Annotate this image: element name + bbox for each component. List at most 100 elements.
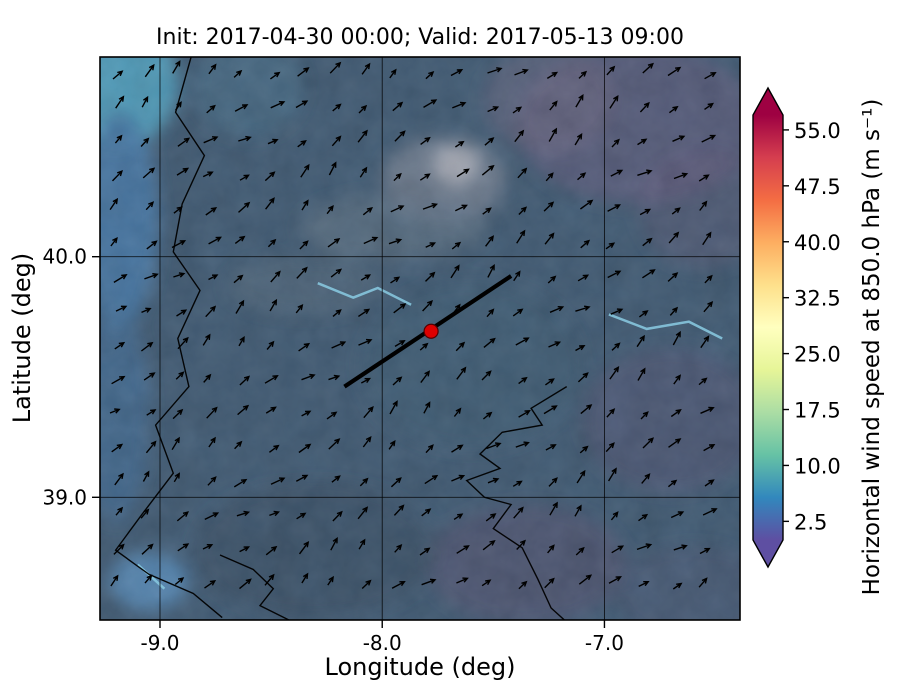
wind-arrow: [265, 545, 278, 556]
wind-arrow: [146, 409, 157, 416]
wind-arrow: [455, 204, 468, 212]
wind-arrow: [609, 365, 620, 380]
wind-arrow: [202, 333, 211, 346]
wind-arrow: [606, 65, 616, 76]
wind-vectors: [109, 60, 718, 590]
wind-arrow: [233, 69, 243, 78]
wind-arrow: [704, 479, 715, 487]
wind-arrow: [699, 547, 711, 555]
wind-arrow: [208, 63, 217, 75]
wind-arrow: [111, 375, 126, 385]
wind-arrow: [267, 138, 279, 145]
wind-arrow: [296, 512, 307, 520]
wind-arrow: [301, 572, 309, 584]
wind-arrow: [236, 510, 251, 517]
wind-arrow: [451, 444, 464, 453]
wind-arrow: [144, 63, 155, 78]
wind-arrow: [518, 410, 531, 418]
wind-arrow: [544, 378, 555, 386]
wind-arrow: [392, 101, 404, 112]
wind-arrow: [177, 336, 189, 350]
wind-arrow: [142, 470, 150, 482]
wind-arrow: [669, 306, 679, 316]
wind-arrow: [360, 377, 371, 384]
wind-arrow: [327, 575, 334, 586]
wind-arrow: [172, 60, 181, 74]
wind-arrow: [392, 376, 403, 386]
wind-arrow: [642, 269, 656, 279]
wind-arrow: [578, 574, 593, 585]
wind-arrow: [358, 538, 366, 550]
wind-arrow: [518, 376, 528, 385]
wind-arrow: [425, 444, 434, 454]
wind-arrow: [239, 375, 251, 386]
colorbar-tick-label: 17.5: [794, 399, 841, 423]
wind-arrow: [482, 411, 493, 420]
colorbar-label: Horizontal wind speed at 850.0 hPa (m s⁻…: [859, 99, 885, 596]
wind-arrow: [300, 163, 310, 178]
wind-arrow: [393, 172, 402, 182]
wind-arrow: [419, 547, 431, 556]
wind-arrow: [575, 546, 585, 556]
wind-arrow: [115, 506, 124, 516]
wind-arrow: [425, 271, 436, 282]
wind-arrow: [548, 127, 558, 142]
wind-arrow: [296, 266, 308, 279]
wind-arrow: [668, 231, 680, 244]
wind-arrow: [450, 264, 460, 279]
wind-arrow: [512, 106, 523, 114]
wind-arrow: [419, 173, 431, 181]
wind-arrow: [698, 577, 708, 588]
wind-arrow: [297, 139, 307, 148]
wind-arrow: [667, 66, 682, 77]
wind-arrow: [456, 168, 470, 178]
wind-arrow: [359, 477, 369, 487]
wind-arrow: [512, 308, 524, 317]
wind-arrow: [298, 443, 312, 454]
wind-arrow: [361, 62, 371, 75]
wind-arrow: [238, 135, 252, 142]
wind-arrow: [698, 174, 710, 182]
wind-arrow: [141, 543, 154, 555]
wind-arrow: [265, 406, 277, 414]
wind-arrow: [297, 67, 310, 77]
wind-arrow: [172, 408, 184, 420]
wind-arrow: [455, 140, 465, 148]
wind-arrow: [517, 167, 528, 179]
wind-arrow: [481, 579, 492, 587]
wind-arrow: [640, 411, 649, 420]
wind-arrow: [270, 101, 286, 109]
wind-arrow: [239, 174, 250, 181]
wind-arrow: [332, 309, 342, 317]
map-area: [100, 57, 740, 620]
colorbar-outline: [752, 86, 784, 569]
wind-arrow: [359, 166, 368, 178]
wind-arrow: [639, 101, 650, 113]
wind-arrow: [301, 410, 312, 417]
x-axis-label: Longitude (deg): [324, 653, 516, 681]
wind-arrow: [576, 469, 586, 484]
wind-arrow: [238, 201, 251, 213]
wind-arrow: [637, 367, 646, 381]
wind-arrow: [141, 307, 152, 314]
wind-arrow: [605, 442, 615, 453]
x-tick-label: -8.0: [363, 631, 402, 655]
wind-arrow: [331, 135, 342, 147]
wind-arrow: [518, 580, 528, 590]
wind-arrow: [205, 206, 218, 216]
coastline: [465, 386, 568, 620]
wind-arrow: [638, 513, 649, 522]
wind-arrow: [641, 473, 651, 484]
wind-arrow: [331, 341, 347, 349]
wind-arrow: [173, 206, 183, 214]
wind-arrow: [298, 541, 310, 555]
wind-arrow: [109, 197, 119, 210]
x-tick-label: -7.0: [585, 631, 624, 655]
wind-arrow: [514, 68, 529, 76]
wind-arrow: [422, 300, 433, 312]
wind-arrow: [109, 408, 121, 414]
wind-arrow: [266, 340, 275, 350]
wind-arrow: [456, 366, 467, 380]
wind-arrow: [171, 240, 187, 249]
wind-arrow: [235, 299, 245, 314]
